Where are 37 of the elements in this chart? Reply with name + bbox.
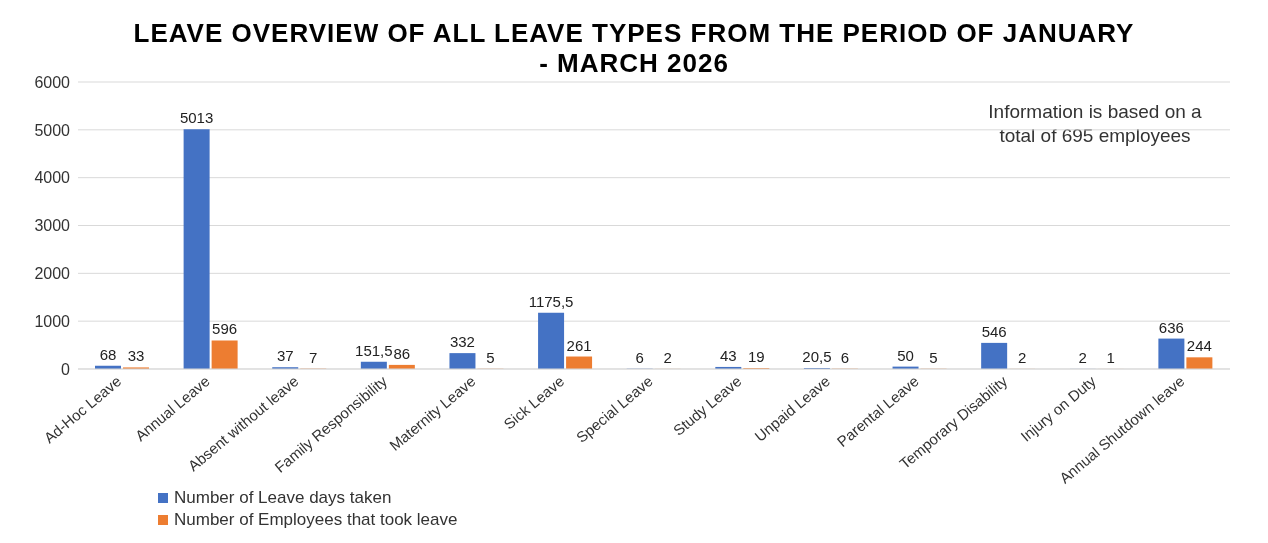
data-label: 5013	[179, 109, 214, 127]
data-label: 5	[486, 348, 495, 366]
data-label: 33	[127, 347, 145, 365]
data-label: 86	[393, 344, 411, 362]
data-label: 19	[747, 348, 765, 366]
data-label: 37	[276, 347, 294, 365]
data-label: 332	[449, 333, 475, 351]
data-label: 2	[1078, 348, 1087, 366]
data-label: 20,5	[802, 348, 832, 366]
data-label: 596	[212, 320, 238, 338]
data-label: 261	[566, 336, 592, 354]
y-tick-label: 4000	[34, 169, 71, 187]
data-label: 1175,5	[528, 292, 574, 310]
data-label: 636	[1158, 318, 1184, 336]
legend-label: Number of Employees that took leave	[174, 509, 458, 531]
data-label: 546	[981, 322, 1007, 340]
y-tick-label: 3000	[34, 217, 71, 235]
data-label: 68	[99, 345, 117, 363]
data-label: 2	[1017, 348, 1027, 366]
data-label: 244	[1186, 337, 1212, 355]
chart-title: LEAVE OVERVIEW OF ALL LEAVE TYPES FROM THE PERIOD OF JANUARY - MARCH 2026	[132, 17, 1136, 78]
data-label: 43	[719, 346, 737, 364]
legend-label: Number of Leave days taken	[174, 487, 392, 509]
y-tick-label: 0	[61, 360, 71, 378]
annotation: Information is based on a total of 695 employees	[987, 100, 1203, 148]
y-tick-label: 1000	[34, 312, 71, 330]
data-label: 7	[309, 348, 318, 366]
data-label: 50	[897, 346, 914, 364]
data-label: 151,5	[355, 341, 393, 359]
y-tick-label: 5000	[34, 121, 71, 139]
y-tick-label: 6000	[34, 73, 71, 91]
y-tick-label: 2000	[34, 265, 71, 283]
data-label: 6	[635, 348, 644, 366]
data-label: 1	[1106, 348, 1115, 366]
data-label: 6	[840, 348, 850, 366]
data-label: 2	[663, 348, 672, 366]
data-label: 5	[929, 348, 938, 366]
